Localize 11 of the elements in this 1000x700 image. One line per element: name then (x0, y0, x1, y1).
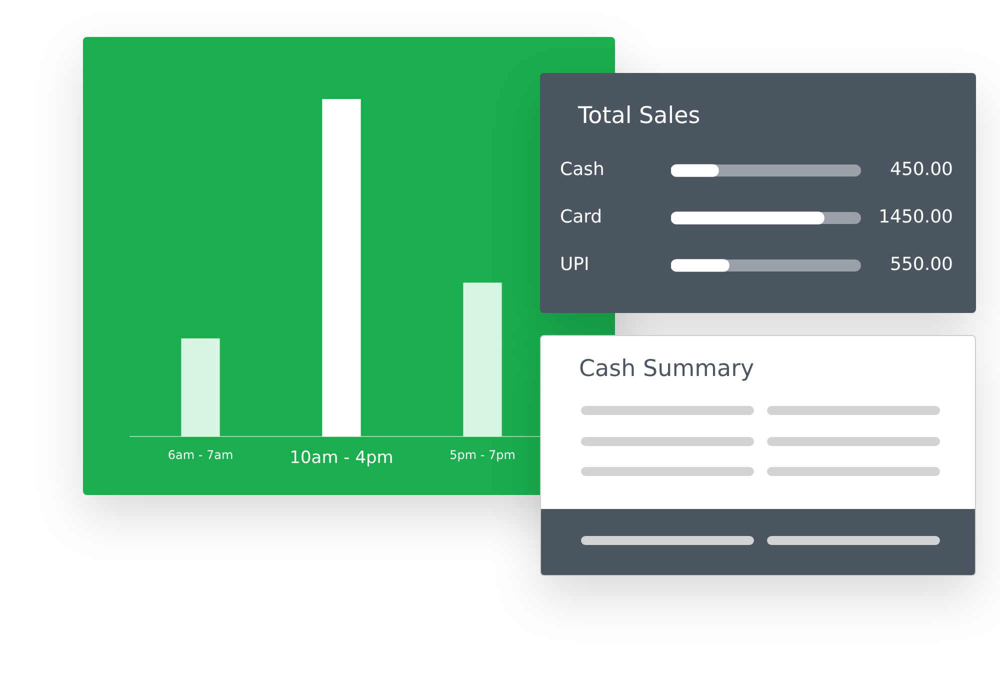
y-tick-label: UPI (560, 254, 590, 276)
data-label: 1450.00 (878, 206, 953, 228)
data-label: 450.00 (890, 159, 953, 180)
chart-title: Total Sales (578, 103, 700, 129)
y-tick-label: Card (560, 206, 602, 228)
x-tick-label: 6am - 7am (168, 448, 234, 462)
data-label: 550.00 (890, 254, 953, 276)
x-tick-label: 5pm - 7pm (450, 448, 516, 462)
text: Cash Summary (579, 356, 754, 382)
x-tick-label: 10am - 4pm (290, 448, 394, 468)
y-tick-label: Cash (560, 159, 604, 180)
